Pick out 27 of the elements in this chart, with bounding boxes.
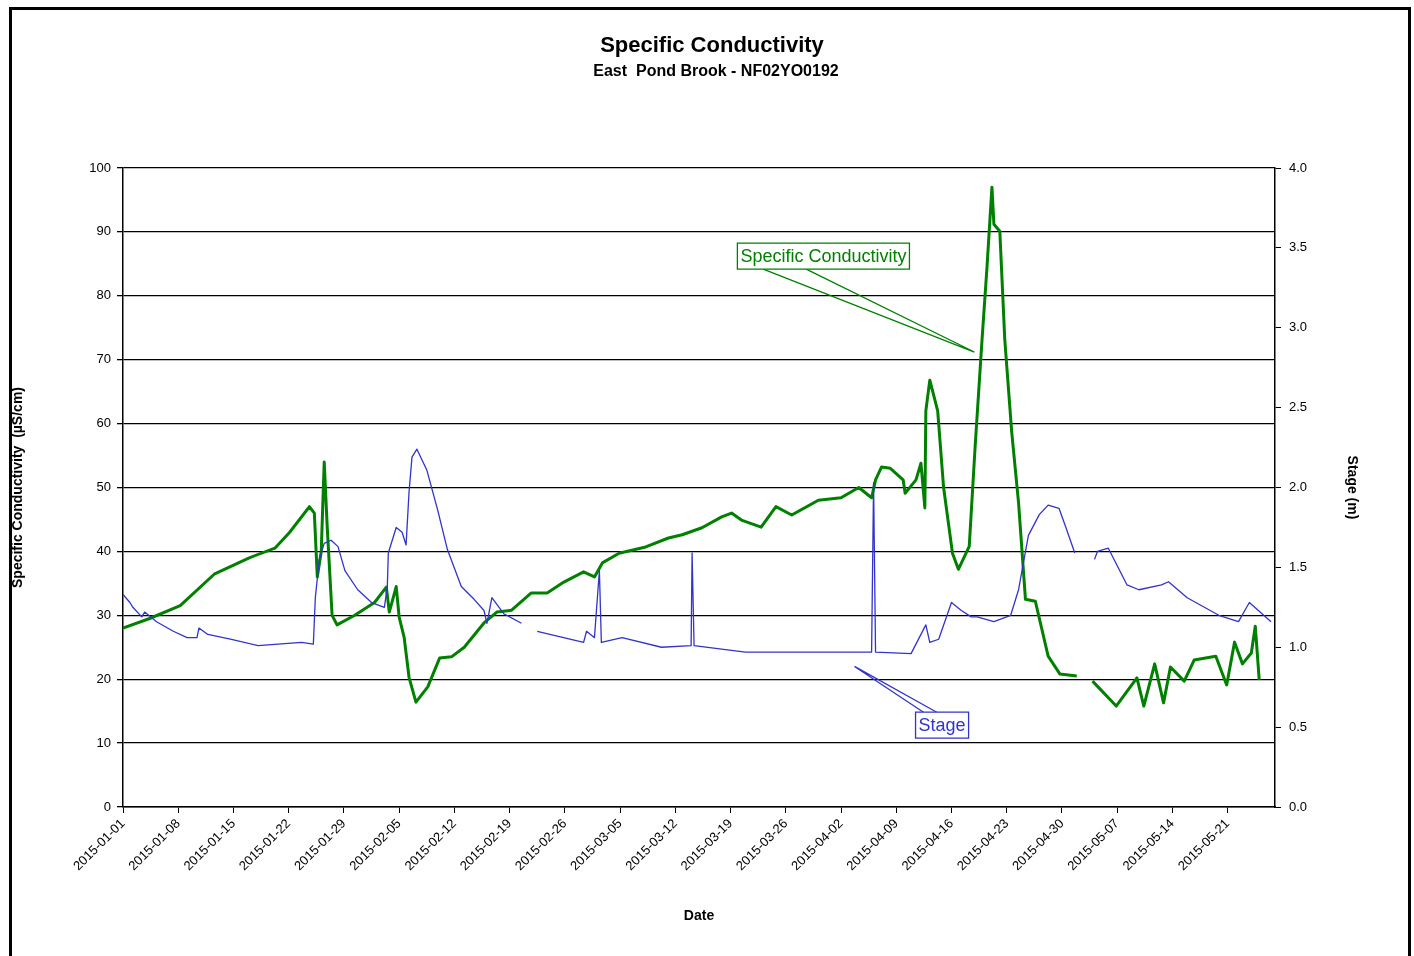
y2-axis-title: Stage (m) <box>1344 455 1361 520</box>
chart-subtitle: East Pond Brook - NF02YO0192 <box>593 62 839 80</box>
y-tick-label: 70 <box>96 351 111 367</box>
text: Specific Conductivity <box>740 246 907 267</box>
y2-tick-label: 2.0 <box>1289 479 1308 495</box>
y2-tick-label: 3.0 <box>1289 319 1308 335</box>
y2-tick-label: 3.5 <box>1289 239 1308 255</box>
y-tick-label: 0 <box>103 798 111 814</box>
y-tick-label: 30 <box>96 606 111 622</box>
y2-tick-label: 1.5 <box>1289 558 1308 574</box>
y2-tick-label: 0.0 <box>1289 798 1308 814</box>
y2-tick-label: 0.5 <box>1289 718 1308 734</box>
y-tick-label: 60 <box>96 415 111 431</box>
y-tick-label: 40 <box>96 542 111 558</box>
y2-tick-label: 4.0 <box>1289 159 1308 175</box>
y-tick-label: 50 <box>96 479 111 495</box>
y-axis-title: Specific Conductivity (µS/cm) <box>9 387 26 588</box>
y-tick-label: 90 <box>96 223 111 239</box>
y2-tick-label: 1.0 <box>1289 638 1308 654</box>
text: Stage <box>918 715 966 736</box>
y-tick-label: 20 <box>96 670 111 686</box>
chart-title: Specific Conductivity <box>600 32 825 58</box>
y-tick-label: 100 <box>89 159 111 175</box>
y-tick-label: 10 <box>96 734 111 750</box>
y-tick-label: 80 <box>96 287 111 303</box>
y2-tick-label: 2.5 <box>1289 399 1308 415</box>
x-axis-title: Date <box>683 907 715 924</box>
